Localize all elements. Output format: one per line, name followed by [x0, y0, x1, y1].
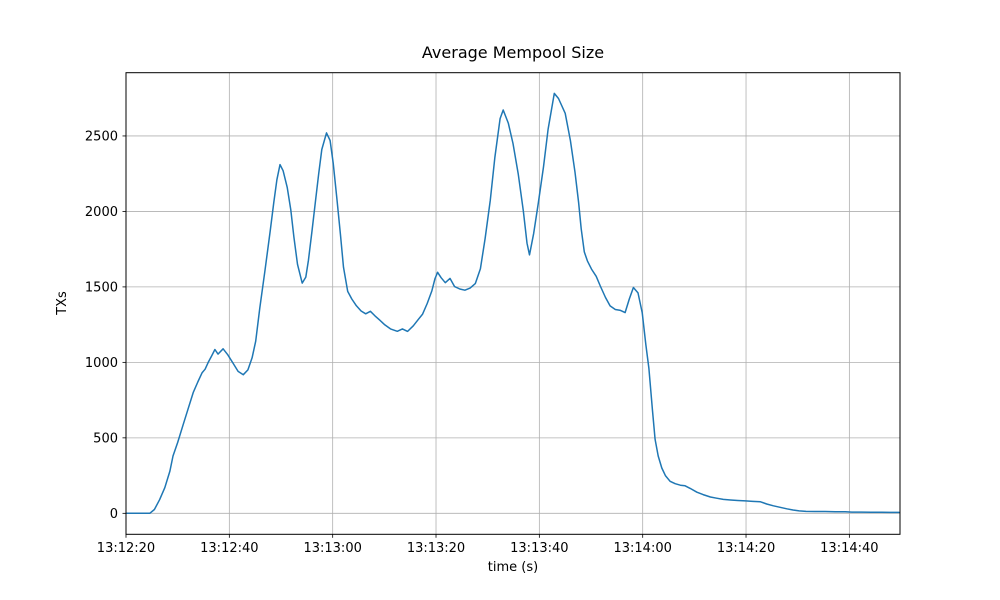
gridlines [125, 72, 900, 535]
x-axis-label: time (s) [488, 560, 538, 575]
y-tick-label: 2500 [85, 129, 118, 144]
y-tick-label: 500 [93, 431, 118, 446]
x-tick-label: 13:14:20 [717, 541, 775, 556]
y-tick-label: 1500 [85, 280, 118, 295]
series-line [125, 92, 900, 515]
x-tick-label: 13:14:00 [613, 541, 671, 556]
x-tick-label: 13:12:20 [97, 541, 155, 556]
tick-labels: 13:12:20 13:12:40 13:13:00 13:13:20 13:13:40… [85, 129, 879, 555]
y-tick-label: 1000 [85, 356, 118, 371]
x-tick-label: 13:12:40 [200, 541, 258, 556]
y-tick-label: 0 [110, 507, 118, 522]
plot-area-border [125, 72, 901, 535]
tick-marks [122, 135, 850, 538]
x-tick-label: 13:13:40 [510, 541, 568, 556]
x-tick-label: 13:14:40 [820, 541, 878, 556]
y-axis-label: TXs [55, 291, 70, 316]
x-tick-label: 13:13:20 [407, 541, 465, 556]
chart-title: Average Mempool Size [422, 43, 604, 62]
y-tick-label: 2000 [85, 205, 118, 220]
x-tick-label: 13:13:00 [303, 541, 361, 556]
